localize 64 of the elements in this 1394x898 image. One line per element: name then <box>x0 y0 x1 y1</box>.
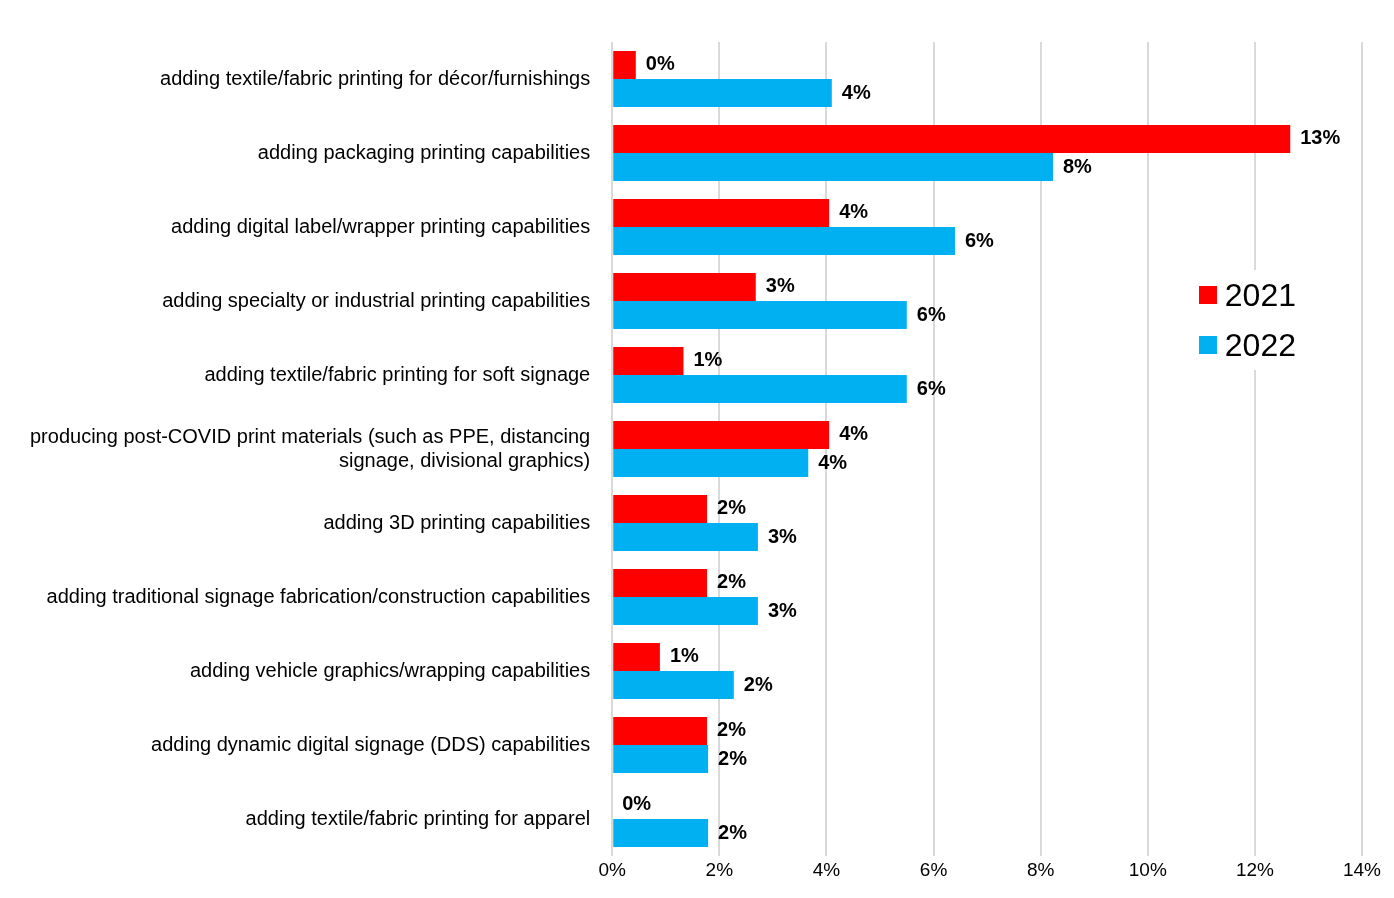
y-tick-label: adding traditional signage fabrication/construction capabilities <box>46 584 591 607</box>
data-label: 0% <box>622 792 652 815</box>
bar <box>613 301 907 330</box>
data-label: 13% <box>1300 126 1341 149</box>
data-label: 8% <box>1062 154 1093 177</box>
data-label: 4% <box>839 422 869 445</box>
bar <box>613 124 1291 153</box>
bar <box>613 716 708 745</box>
data-label: 2% <box>718 746 748 769</box>
y-tick-label: producing post-COVID print materials (such as PPE, distancing signage, divisional graphics) <box>29 424 591 471</box>
bar <box>613 568 708 597</box>
bar <box>613 272 756 301</box>
x-tick-label: 2% <box>705 858 734 880</box>
legend-label: 2021 <box>1224 276 1296 315</box>
y-tick-label: adding dynamic digital signage (DDS) capabilities <box>151 732 591 755</box>
data-label: 2% <box>743 672 773 695</box>
data-label: 3% <box>765 274 795 297</box>
bar <box>613 79 832 108</box>
y-tick-label: adding textile/fabric printing for apparel <box>245 806 591 829</box>
data-label: 2% <box>717 496 747 519</box>
data-label: 4% <box>841 80 871 103</box>
x-tick-label: 12% <box>1235 858 1275 880</box>
y-tick-label: adding vehicle graphics/wrapping capabilities <box>189 658 591 681</box>
x-tick-label: 6% <box>919 858 948 880</box>
data-label: 6% <box>964 228 995 251</box>
bar <box>613 227 955 256</box>
bar <box>613 420 830 449</box>
data-label: 4% <box>818 450 848 473</box>
data-label: 6% <box>916 376 946 399</box>
x-tick-label: 10% <box>1128 858 1167 880</box>
bar <box>613 449 809 478</box>
bar <box>613 523 758 552</box>
data-label: 2% <box>718 820 748 843</box>
legend-label: 2022 <box>1224 326 1296 365</box>
data-label: 3% <box>767 598 798 621</box>
y-tick-label: adding digital label/wrapper printing capabilities <box>171 214 591 237</box>
data-label: 2% <box>717 718 747 741</box>
bar <box>613 642 660 671</box>
bar <box>613 375 907 404</box>
x-tick-label: 8% <box>1026 858 1055 880</box>
y-tick-label: adding textile/fabric printing for soft signage <box>204 362 591 385</box>
data-label: 1% <box>669 644 700 667</box>
y-tick-label: adding packaging printing capabilities <box>257 140 591 163</box>
y-tick-label: adding textile/fabric printing for décor/furnishings <box>160 66 591 89</box>
data-label: 6% <box>916 302 946 325</box>
data-label: 3% <box>767 524 798 547</box>
bar <box>613 819 709 848</box>
x-tick-label: 0% <box>598 858 627 880</box>
bar <box>613 346 684 375</box>
data-label: 2% <box>717 570 747 593</box>
data-label: 0% <box>645 52 675 75</box>
bar <box>613 153 1053 182</box>
bar <box>613 494 708 523</box>
bar <box>613 671 734 700</box>
bar <box>613 198 830 227</box>
bar <box>613 50 636 79</box>
data-label: 1% <box>693 348 723 371</box>
y-tick-label: adding specialty or industrial printing capabilities <box>162 288 591 311</box>
x-tick-label: 4% <box>812 858 841 880</box>
data-label: 4% <box>839 200 869 223</box>
bar <box>613 597 758 626</box>
y-tick-label: adding 3D printing capabilities <box>323 510 591 533</box>
bar <box>613 745 709 774</box>
x-tick-label: 14% <box>1342 858 1382 880</box>
